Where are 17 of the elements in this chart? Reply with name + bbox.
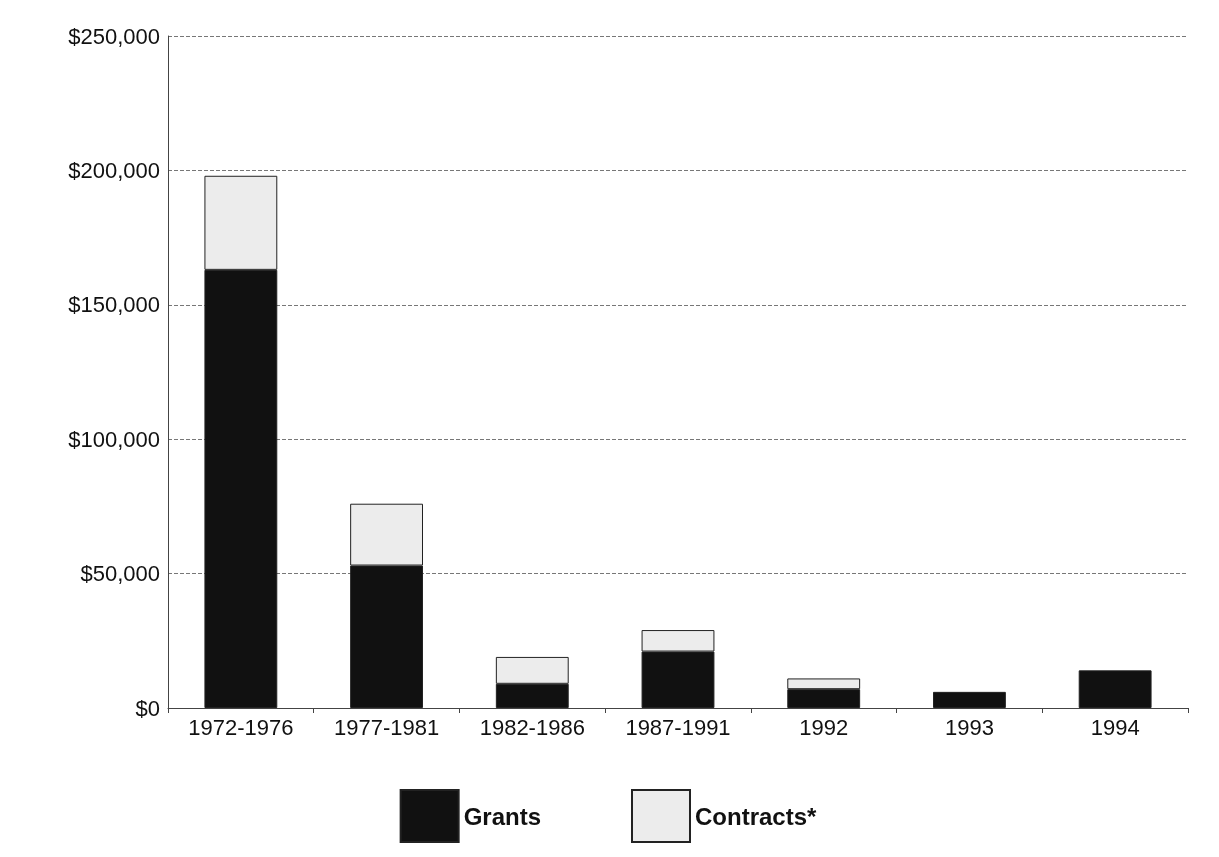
bar [933, 691, 1006, 708]
x-tick-label: 1994 [1090, 714, 1140, 740]
x-tick-label: 1993 [944, 714, 994, 740]
legend-label: Contracts* [695, 802, 818, 830]
x-tick-label: 1972-1976 [188, 714, 294, 740]
bar [1078, 670, 1152, 708]
x-tick-label: 1982-1986 [479, 714, 585, 740]
y-tick-label: $50,000 [80, 561, 160, 587]
x-tick-label: 1977-1981 [333, 714, 440, 740]
y-tick-label: $250,000 [68, 23, 160, 49]
y-tick-label: $150,000 [68, 292, 160, 318]
y-tick-label: $200,000 [68, 157, 160, 183]
y-tick-label: $0 [135, 695, 160, 721]
x-tick-label: 1992 [799, 714, 849, 740]
legend-label: Grants [463, 802, 541, 830]
y-tick-label: $100,000 [68, 426, 160, 452]
x-tick-label: 1987-1991 [625, 714, 731, 740]
